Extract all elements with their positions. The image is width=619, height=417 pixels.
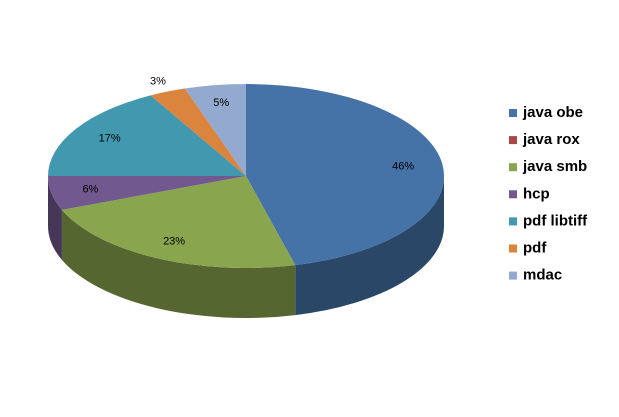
legend-label: mdac xyxy=(523,267,562,284)
legend-label: java rox xyxy=(522,131,580,148)
legend-label: java obe xyxy=(522,104,583,121)
slice-side xyxy=(61,209,296,318)
slice xyxy=(184,84,246,176)
pie xyxy=(48,84,444,318)
legend-label: hcp xyxy=(523,185,550,202)
legend-swatch xyxy=(509,244,517,253)
data-label: 5% xyxy=(213,97,229,109)
legend-swatch xyxy=(509,163,517,172)
slice-side xyxy=(295,176,444,316)
legend-label: pdf xyxy=(523,239,547,256)
data-label: 17% xyxy=(99,132,121,144)
slice xyxy=(150,88,246,176)
legend-swatch xyxy=(509,217,517,226)
slice xyxy=(61,176,296,268)
legend: java obe java rox java smb hcp pdf libtiff pd… xyxy=(509,104,588,284)
legend-swatch xyxy=(509,190,517,199)
legend-swatch xyxy=(509,136,517,145)
data-labels: 46% 23% 6% 17% 3% 5% xyxy=(82,75,414,247)
legend-label: java smb xyxy=(522,158,587,175)
data-label: 3% xyxy=(150,75,166,87)
legend-swatch xyxy=(509,271,517,280)
slice xyxy=(246,84,444,266)
legend-swatch xyxy=(509,109,517,117)
data-label: 46% xyxy=(392,161,414,173)
slice-side xyxy=(48,176,62,260)
data-label: 6% xyxy=(82,184,98,196)
slice xyxy=(48,176,246,210)
legend-label: pdf libtiff xyxy=(523,212,588,229)
slice xyxy=(48,95,246,176)
data-label: 23% xyxy=(163,235,185,247)
